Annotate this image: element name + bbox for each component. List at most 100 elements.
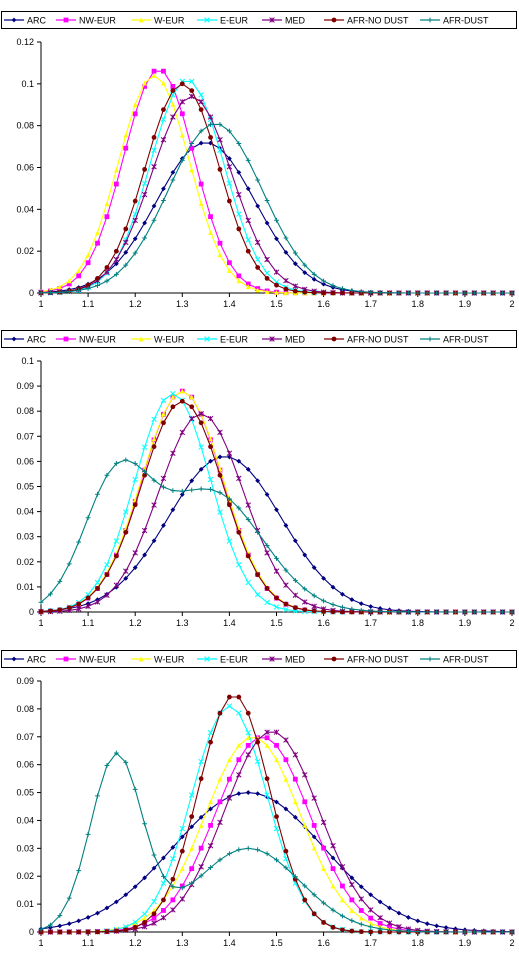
data-point-marker [434,929,440,935]
data-point-marker [311,593,317,599]
data-point-marker [198,181,204,187]
data-point-marker [227,776,232,782]
data-point-marker [340,913,345,919]
data-point-marker [151,436,157,442]
data-point-marker [151,135,157,140]
data-point-marker [198,758,204,765]
legend-label: AFR-DUST [443,16,489,26]
data-point-marker [142,235,148,241]
data-point-marker [76,273,82,279]
data-point-marker [377,606,383,611]
data-point-marker [245,790,251,795]
legend-label: AFR-DUST [443,335,489,345]
data-point-marker [283,737,289,743]
data-point-marker [142,552,148,558]
data-point-marker [283,757,289,763]
data-point-marker [462,929,468,935]
data-point-marker [132,476,138,483]
data-point-marker [85,915,91,920]
data-point-marker [227,454,232,460]
data-point-marker [471,290,477,296]
data-point-marker [330,907,336,913]
data-point-marker [95,230,100,235]
data-point-marker [321,920,326,925]
data-point-marker [274,857,279,863]
data-point-marker [274,217,279,223]
y-tick-label: 0.12 [16,37,34,47]
data-point-marker [217,429,223,436]
x-tick-label: 1.4 [223,299,236,309]
data-point-marker [264,276,270,281]
data-point-marker [273,825,280,832]
data-point-marker [283,582,289,588]
data-point-marker [226,450,233,456]
x-tick-label: 1.5 [270,299,283,309]
data-point-marker [283,776,289,782]
data-point-marker [188,415,195,422]
data-point-marker [85,831,91,837]
data-point-marker [151,68,157,74]
data-point-marker [292,538,298,544]
data-point-marker [434,923,440,929]
data-point-marker [198,873,204,879]
data-point-marker [283,523,289,528]
data-point-marker [236,847,242,853]
data-point-marker [396,290,402,296]
data-point-marker [292,592,299,598]
data-point-marker [217,147,223,154]
data-point-marker [358,884,364,890]
legend-label: MED [285,655,306,665]
data-point-marker [387,609,392,615]
data-point-marker [273,269,280,275]
data-point-marker [48,922,53,928]
data-point-marker [340,609,345,615]
y-tick-label: 0.08 [16,704,34,714]
data-point-marker [387,905,392,911]
data-point-marker [274,757,279,763]
y-tick-label: 0 [29,288,34,298]
series-line [41,705,512,933]
data-point-marker [227,198,232,204]
data-point-marker [208,806,213,812]
y-tick-label: 0.04 [16,815,34,825]
y-tick-label: 0.06 [16,456,34,466]
legend-w-eur-marker [138,656,144,662]
data-point-marker [302,586,308,592]
data-point-marker [367,907,374,913]
data-point-marker [57,913,63,919]
data-point-marker [142,821,148,827]
data-point-marker [207,729,214,736]
data-point-marker [85,252,91,258]
x-tick-label: 1.9 [459,299,472,309]
legend-afr-dust-marker [427,17,433,23]
data-point-marker [245,517,251,522]
data-point-marker [321,866,326,872]
x-tick-label: 1.2 [129,938,142,948]
data-point-marker [132,565,138,570]
data-point-marker [434,609,440,615]
series-line [41,731,512,933]
data-point-marker [236,211,242,217]
data-point-marker [227,757,232,763]
data-point-marker [132,919,138,925]
data-point-marker [151,217,157,223]
y-tick-label: 0.03 [16,532,34,542]
x-tick-label: 1.2 [129,299,142,309]
data-point-marker [255,791,261,797]
data-point-marker [490,609,496,615]
x-tick-label: 1.9 [459,938,472,948]
data-point-marker [311,911,317,917]
data-point-marker [227,502,232,508]
data-point-marker [311,834,317,840]
data-point-marker [283,286,289,292]
data-point-marker [217,136,223,143]
data-point-marker [113,928,119,934]
data-point-marker [500,609,505,615]
x-tick-label: 1.8 [412,299,425,309]
data-point-marker [349,897,355,903]
data-point-marker [151,898,157,905]
data-point-marker [85,515,91,521]
legend-nw-eur-marker [63,656,69,662]
data-point-marker [208,140,213,146]
data-point-marker [264,550,270,556]
